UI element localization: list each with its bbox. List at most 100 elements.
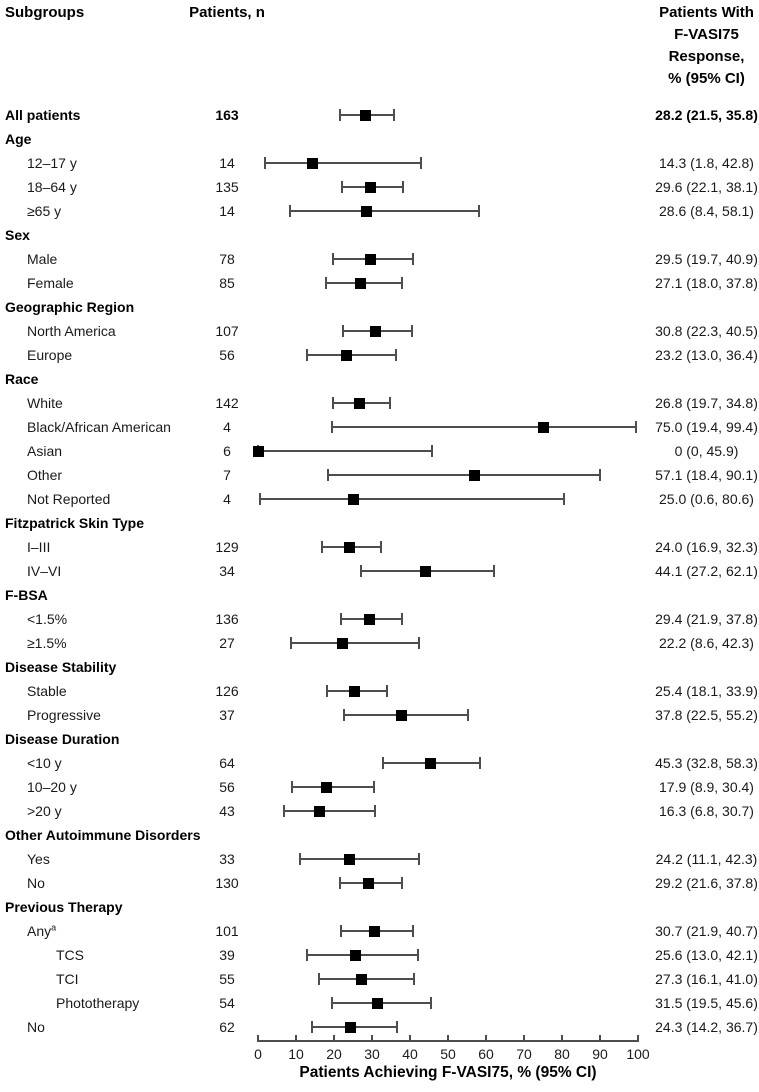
- ci-error-bar: [289, 210, 479, 212]
- row-label: Stable: [27, 683, 67, 699]
- forest-row: IV–VI 34 44.1 (27.2, 62.1): [0, 559, 759, 583]
- ci-lower-cap: [360, 565, 363, 577]
- ci-error-bar: [307, 954, 418, 956]
- ci-upper-cap: [478, 757, 481, 769]
- row-label: Phototherapy: [56, 995, 140, 1011]
- row-label: North America: [27, 323, 116, 339]
- point-estimate-marker: [347, 493, 359, 505]
- row-label: Disease Duration: [5, 731, 120, 747]
- forest-row: Progressive 37 37.8 (22.5, 55.2): [0, 703, 759, 727]
- row-ci-value: 28.2 (21.5, 35.8): [655, 107, 758, 123]
- ci-lower-cap: [318, 973, 321, 985]
- row-ci-value: 57.1 (18.4, 90.1): [655, 467, 758, 483]
- ci-error-bar: [300, 858, 419, 860]
- point-estimate-marker: [361, 205, 373, 217]
- row-ci-value: 23.2 (13.0, 36.4): [655, 347, 758, 363]
- ci-error-bar: [331, 426, 636, 428]
- row-patients-n: 85: [219, 275, 235, 291]
- row-ci-value: 17.9 (8.9, 30.4): [659, 779, 754, 795]
- row-patients-n: 64: [219, 755, 235, 771]
- row-patients-n: 39: [219, 947, 235, 963]
- row-ci-value: 29.6 (22.1, 38.1): [655, 179, 758, 195]
- row-patients-n: 56: [219, 779, 235, 795]
- column-header-response-line-1: Patients With: [659, 4, 754, 21]
- point-estimate-marker: [336, 637, 348, 649]
- forest-row: >20 y 43 16.3 (6.8, 30.7): [0, 799, 759, 823]
- ci-upper-cap: [393, 109, 396, 121]
- forest-row: Other 7 57.1 (18.4, 90.1): [0, 463, 759, 487]
- point-estimate-marker: [469, 469, 481, 481]
- x-axis-tick: [371, 1035, 373, 1041]
- row-patients-n: 136: [215, 611, 239, 627]
- column-header-response-line-4: % (95% CI): [668, 70, 745, 87]
- row-patients-n: 34: [219, 563, 235, 579]
- x-axis-tick-label: 30: [364, 1046, 380, 1062]
- row-ci-value: 24.3 (14.2, 36.7): [655, 1019, 758, 1035]
- point-estimate-marker: [369, 325, 381, 337]
- forest-row: Anya 101 30.7 (21.9, 40.7): [0, 919, 759, 943]
- point-estimate-marker: [363, 877, 375, 889]
- forest-row: Asian 6 0 (0, 45.9): [0, 439, 759, 463]
- row-label: Sex: [5, 227, 30, 243]
- ci-lower-cap: [340, 181, 343, 193]
- ci-lower-cap: [325, 685, 328, 697]
- row-ci-value: 75.0 (19.4, 99.4): [655, 419, 758, 435]
- row-label: <1.5%: [27, 611, 68, 627]
- group-header-row: Fitzpatrick Skin Type: [0, 511, 759, 535]
- row-patients-n: 78: [219, 251, 235, 267]
- point-estimate-marker: [364, 181, 376, 193]
- row-patients-n: 135: [215, 179, 239, 195]
- ci-upper-cap: [400, 877, 403, 889]
- row-label: Progressive: [27, 707, 101, 723]
- row-label: IV–VI: [27, 563, 62, 579]
- row-ci-value: 30.8 (22.3, 40.5): [655, 323, 758, 339]
- row-label: Not Reported: [27, 491, 111, 507]
- row-label: <10 y: [27, 755, 62, 771]
- ci-upper-cap: [373, 805, 376, 817]
- row-patients-n: 27: [219, 635, 235, 651]
- forest-row: Male 78 29.5 (19.7, 40.9): [0, 247, 759, 271]
- row-ci-value: 25.6 (13.0, 42.1): [655, 947, 758, 963]
- point-estimate-marker: [354, 397, 366, 409]
- ci-lower-cap: [259, 493, 262, 505]
- column-header-response-line-2: F-VASI75: [674, 26, 739, 43]
- ci-upper-cap: [431, 445, 434, 457]
- row-ci-value: 37.8 (22.5, 55.2): [655, 707, 758, 723]
- ci-lower-cap: [331, 997, 334, 1009]
- row-ci-value: 29.2 (21.6, 37.8): [655, 875, 758, 891]
- ci-lower-cap: [290, 781, 293, 793]
- ci-upper-cap: [477, 205, 480, 217]
- point-estimate-marker: [349, 685, 361, 697]
- forest-row: No 130 29.2 (21.6, 37.8): [0, 871, 759, 895]
- forest-row: TCI 55 27.3 (16.1, 41.0): [0, 967, 759, 991]
- row-label: Other Autoimmune Disorders: [5, 827, 201, 843]
- row-label: No: [27, 1019, 45, 1035]
- point-estimate-marker: [320, 781, 332, 793]
- ci-upper-cap: [430, 997, 433, 1009]
- column-header-response: Patients With F-VASI75 Response, % (95% …: [654, 2, 759, 90]
- ci-upper-cap: [634, 421, 637, 433]
- x-axis-tick: [333, 1035, 335, 1041]
- row-patients-n: 37: [219, 707, 235, 723]
- ci-upper-cap: [417, 853, 420, 865]
- forest-row: 12–17 y 14 14.3 (1.8, 42.8): [0, 151, 759, 175]
- x-axis-tick-label: 100: [626, 1046, 650, 1062]
- row-label: 10–20 y: [27, 779, 77, 795]
- x-axis-tick-label: 20: [326, 1046, 342, 1062]
- forest-row: Yes 33 24.2 (11.1, 42.3): [0, 847, 759, 871]
- ci-upper-cap: [563, 493, 566, 505]
- forest-row: North America 107 30.8 (22.3, 40.5): [0, 319, 759, 343]
- row-ci-value: 24.0 (16.9, 32.3): [655, 539, 758, 555]
- ci-lower-cap: [341, 325, 344, 337]
- ci-upper-cap: [416, 949, 419, 961]
- x-axis-tick: [561, 1035, 563, 1041]
- group-header-row: Sex: [0, 223, 759, 247]
- x-axis-tick-label: 90: [592, 1046, 608, 1062]
- row-patients-n: 55: [219, 971, 235, 987]
- row-label: No: [27, 875, 45, 891]
- ci-lower-cap: [331, 397, 334, 409]
- ci-upper-cap: [400, 613, 403, 625]
- group-header-row: Disease Stability: [0, 655, 759, 679]
- ci-lower-cap: [340, 613, 343, 625]
- ci-error-bar: [283, 810, 375, 812]
